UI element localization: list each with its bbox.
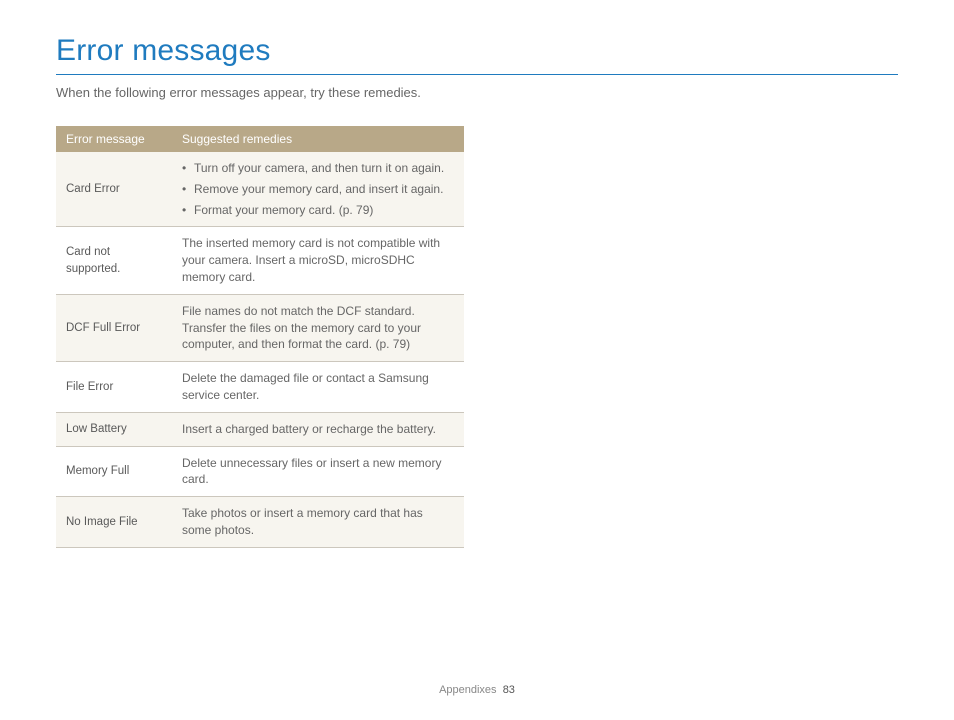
remedy-cell: Insert a charged battery or recharge the… bbox=[172, 412, 464, 446]
intro-text: When the following error messages appear… bbox=[56, 85, 898, 100]
remedy-cell: File names do not match the DCF standard… bbox=[172, 294, 464, 361]
col-header-remedy: Suggested remedies bbox=[172, 126, 464, 152]
error-cell: DCF Full Error bbox=[56, 294, 172, 361]
page-title: Error messages bbox=[56, 34, 898, 75]
footer-page-number: 83 bbox=[503, 684, 515, 696]
error-cell: No Image File bbox=[56, 497, 172, 548]
table-row: DCF Full Error File names do not match t… bbox=[56, 294, 464, 361]
remedy-bullet: Format your memory card. (p. 79) bbox=[182, 202, 454, 219]
page-footer: Appendixes 83 bbox=[0, 684, 954, 696]
remedy-cell: Delete unnecessary files or insert a new… bbox=[172, 446, 464, 497]
table-row: No Image File Take photos or insert a me… bbox=[56, 497, 464, 548]
error-cell: Card not supported. bbox=[56, 227, 172, 294]
remedy-bullet: Turn off your camera, and then turn it o… bbox=[182, 160, 454, 177]
table-row: File Error Delete the damaged file or co… bbox=[56, 362, 464, 413]
error-cell: Memory Full bbox=[56, 446, 172, 497]
remedy-cell: The inserted memory card is not compatib… bbox=[172, 227, 464, 294]
error-cell: Low Battery bbox=[56, 412, 172, 446]
error-cell: File Error bbox=[56, 362, 172, 413]
remedy-bullet: Remove your memory card, and insert it a… bbox=[182, 181, 454, 198]
error-messages-table: Error message Suggested remedies Card Er… bbox=[56, 126, 464, 548]
remedy-cell: Delete the damaged file or contact a Sam… bbox=[172, 362, 464, 413]
table-row: Card not supported. The inserted memory … bbox=[56, 227, 464, 294]
table-row: Card Error Turn off your camera, and the… bbox=[56, 152, 464, 227]
footer-section: Appendixes bbox=[439, 684, 497, 696]
table-row: Low Battery Insert a charged battery or … bbox=[56, 412, 464, 446]
table-row: Memory Full Delete unnecessary files or … bbox=[56, 446, 464, 497]
error-cell: Card Error bbox=[56, 152, 172, 227]
col-header-error: Error message bbox=[56, 126, 172, 152]
remedy-cell: Take photos or insert a memory card that… bbox=[172, 497, 464, 548]
remedy-cell: Turn off your camera, and then turn it o… bbox=[172, 152, 464, 227]
